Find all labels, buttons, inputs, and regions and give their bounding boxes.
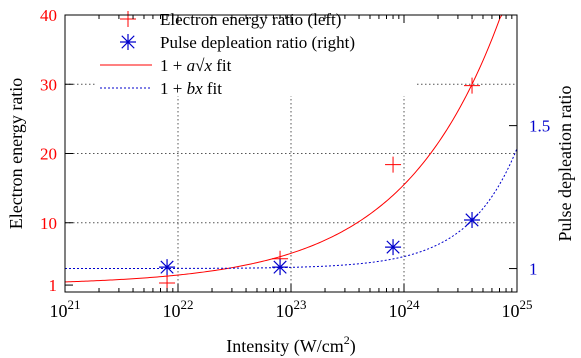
data-point-depletion bbox=[464, 211, 481, 228]
data-point-depletion bbox=[159, 259, 176, 276]
legend-label: Pulse depleation ratio (right) bbox=[160, 33, 355, 52]
legend-label: Electron energy ratio (left) bbox=[160, 10, 341, 29]
x-axis-title: Intensity (W/cm2) bbox=[226, 333, 355, 357]
legend-background bbox=[96, 4, 416, 96]
grid bbox=[65, 15, 517, 292]
fit-curve bbox=[65, 148, 518, 270]
data-point-depletion bbox=[272, 259, 289, 276]
left-tick-label: 10 bbox=[40, 214, 57, 233]
left-axis-title: Electron energy ratio bbox=[6, 78, 26, 230]
legend-label: 1 + a√x fit bbox=[160, 56, 232, 75]
x-tick-label: 1023 bbox=[276, 297, 307, 321]
x-tick-label: 1024 bbox=[389, 297, 421, 321]
fit-curve bbox=[64, 14, 503, 283]
right-tick-label: 1.5 bbox=[529, 117, 550, 136]
legend: Electron energy ratio (left) Pulse deplea… bbox=[96, 4, 416, 98]
axis-ticks: 1021 1022 1023 1024 1025 1 10 20 30 40 1 1.5 bbox=[40, 6, 550, 321]
fit-curves bbox=[64, 14, 518, 283]
data-point-electron bbox=[464, 77, 481, 94]
left-tick-label: 30 bbox=[40, 75, 57, 94]
left-tick-label: 20 bbox=[40, 145, 57, 164]
data-point-depletion bbox=[385, 239, 402, 256]
legend-label: 1 + bx fit bbox=[160, 79, 222, 98]
x-tick-label: 1025 bbox=[502, 297, 533, 321]
data-point-electron bbox=[385, 156, 402, 173]
legend-symbol-asterisk bbox=[120, 34, 136, 50]
x-tick-label: 1021 bbox=[50, 297, 81, 321]
x-tick-label: 1022 bbox=[163, 297, 194, 321]
left-tick-label: 1 bbox=[49, 276, 58, 295]
right-axis-title: Pulse depleation ratio bbox=[555, 86, 575, 242]
left-tick-label: 40 bbox=[40, 6, 57, 25]
right-tick-label: 1 bbox=[529, 260, 538, 279]
data-markers bbox=[159, 77, 481, 291]
